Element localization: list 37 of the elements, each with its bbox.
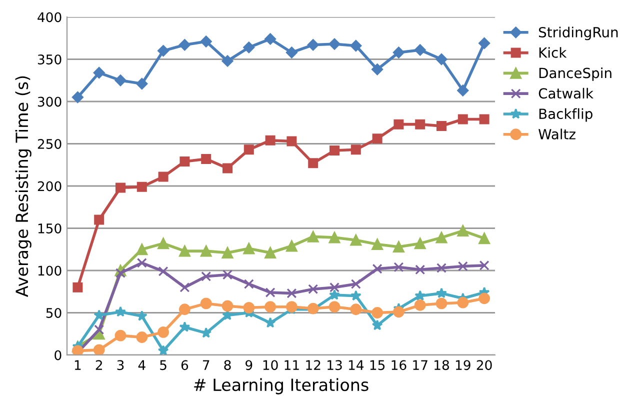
x-tick-label: 8 <box>224 360 231 370</box>
x-tick-label: 16 <box>392 360 406 370</box>
x-tick-label: 10 <box>263 360 278 370</box>
x-tick-label: 6 <box>181 360 188 370</box>
x-tick-label: 7 <box>202 360 210 370</box>
x-tick-label: 3 <box>117 360 124 370</box>
legend-label: Catwalk <box>538 88 594 99</box>
x-tick-label: 11 <box>284 360 299 370</box>
y-tick-label: 50 <box>46 308 62 318</box>
x-tick-label: 17 <box>413 360 428 370</box>
x-tick-label: 13 <box>328 360 342 370</box>
y-tick-label: 300 <box>38 96 62 107</box>
x-tick-label: 14 <box>348 360 364 370</box>
legend-label: Waltz <box>538 128 576 140</box>
y-tick-label: 150 <box>38 223 62 234</box>
x-tick-label: 20 <box>476 360 492 370</box>
y-tick-label: 350 <box>38 54 62 64</box>
legend-label: Backflip <box>539 108 592 122</box>
x-tick-label: 12 <box>306 360 320 370</box>
legend-label: StridingRun <box>538 26 618 40</box>
y-tick-label: 200 <box>38 181 62 192</box>
x-axis-title: # Learning Iterations <box>194 378 368 394</box>
x-tick-label: 5 <box>160 360 166 370</box>
x-tick-label: 18 <box>434 360 449 370</box>
x-tick-label: 9 <box>246 360 252 370</box>
y-tick-label: 250 <box>38 138 62 149</box>
x-tick-label: 15 <box>370 360 385 370</box>
x-tick-label: 2 <box>96 360 102 370</box>
x-tick-label: 1 <box>74 360 81 370</box>
legend-label: DanceSpin <box>539 67 612 81</box>
x-tick-label: 4 <box>138 360 146 370</box>
legend-label: Kick <box>539 47 567 58</box>
x-tick-label: 19 <box>456 360 470 370</box>
y-tick-label: 0 <box>54 350 62 360</box>
y-tick-label: 400 <box>38 12 62 22</box>
y-axis-title: Average Resisting Time (s) <box>15 76 32 297</box>
y-tick-label: 100 <box>38 266 62 276</box>
